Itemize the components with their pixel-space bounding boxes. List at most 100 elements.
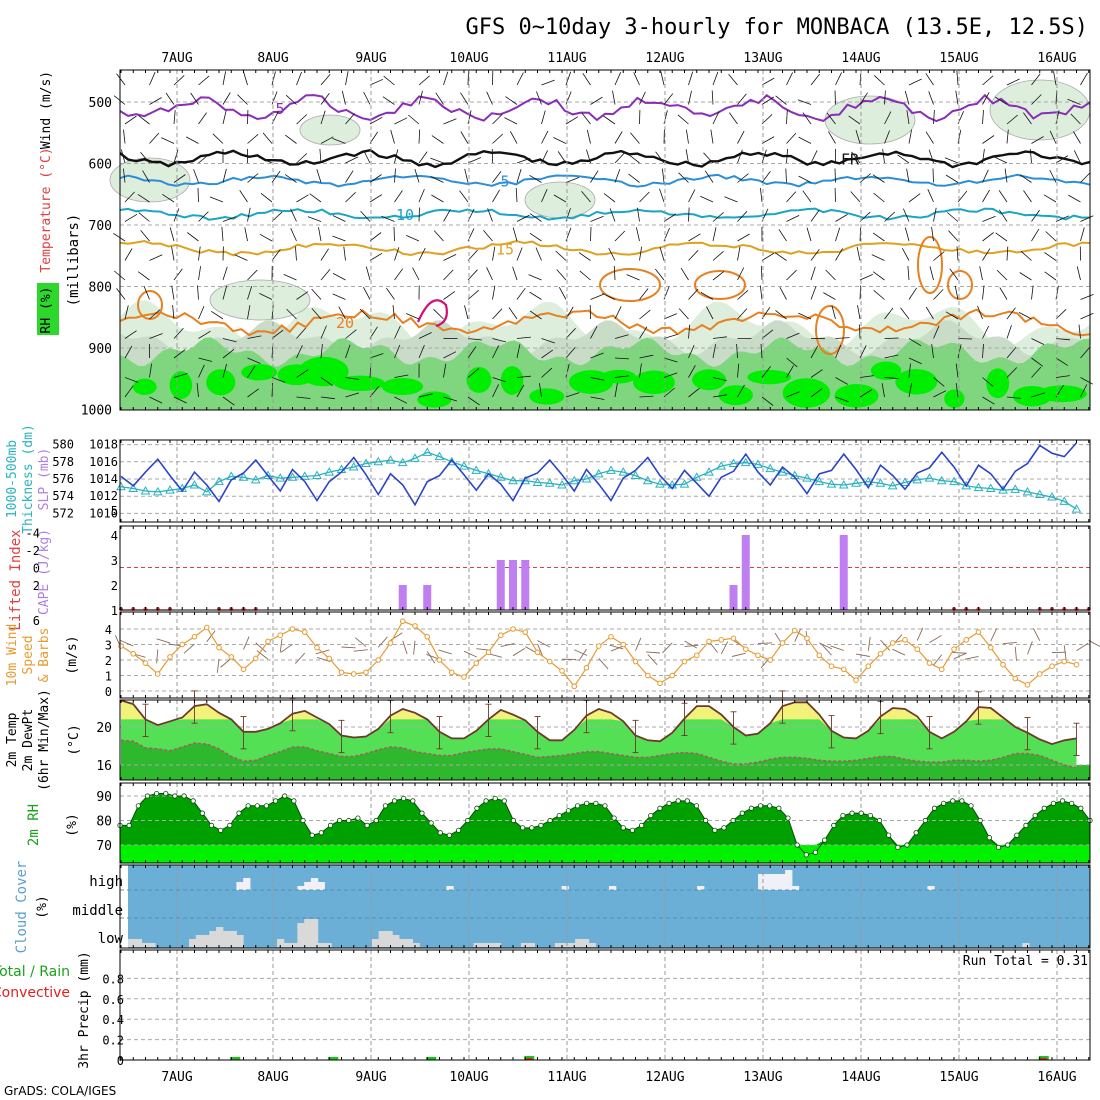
wind-barb [247, 173, 259, 183]
wind10m-barb [1076, 642, 1089, 652]
cape-bar [521, 560, 530, 610]
wind-barb [338, 306, 346, 320]
thickness-point [471, 465, 482, 474]
wind-speed-point [877, 651, 884, 657]
wind10m-barb [537, 643, 544, 657]
wind-barb [590, 170, 599, 183]
wind10m-barb [1032, 628, 1041, 641]
wind10m-barb [280, 643, 293, 653]
wind-speed-point [265, 638, 271, 645]
cloud-low-bar [304, 919, 312, 947]
wind-barb [504, 117, 518, 125]
wind10m-barb [916, 627, 924, 641]
wind-barb [761, 96, 775, 105]
wind-barb [761, 252, 775, 261]
wind-barb [149, 309, 161, 320]
cloud-high-bar [317, 882, 325, 890]
cloud-level-label: high [89, 874, 123, 890]
wind-barb [1068, 194, 1081, 203]
wind-barb [247, 365, 256, 378]
thickness-point [495, 472, 506, 481]
thickness-point [1047, 492, 1057, 501]
date-label-bottom: 12AUG [645, 1070, 684, 1085]
cloud-high-bar [785, 870, 793, 890]
wind-barb [908, 383, 912, 398]
wind10m-label: 10m Wind [5, 624, 20, 687]
wind-speed-tick-label: 2 [105, 654, 112, 668]
footer-credit: GrADS: COLA/IGES [4, 1084, 116, 1098]
wind10m-barb [413, 640, 416, 655]
thickness-point [985, 483, 996, 492]
wind-barb [124, 330, 137, 339]
rh2m-point [245, 803, 251, 809]
cloud-high-bar [771, 874, 779, 890]
rh2m-point [474, 805, 480, 811]
wind-barb [418, 332, 432, 339]
wind-barb [949, 268, 959, 281]
rh2m-point [730, 817, 736, 824]
rh2m-point [236, 810, 242, 816]
rh2m-point [593, 800, 599, 806]
rh2m-point [446, 832, 453, 838]
wind-barb [418, 207, 420, 222]
wind-barb [492, 133, 504, 144]
wind-barb [810, 73, 821, 86]
wind-barb [1031, 366, 1042, 378]
wind-barb [586, 149, 591, 164]
rh2m-point [1059, 798, 1066, 804]
wind-barb [1004, 168, 1008, 183]
wind-speed-point [436, 657, 443, 663]
wind-barb [467, 269, 478, 281]
rh2m-point [959, 798, 965, 804]
wind-barb [555, 250, 567, 261]
wind-barb [460, 131, 469, 144]
wind-barb [659, 246, 665, 261]
wind-speed-point [730, 635, 737, 642]
wind-barb [332, 235, 346, 242]
wind-barb [296, 153, 308, 164]
wind-barb [394, 149, 399, 164]
date-label-bottom: 7AUG [161, 1070, 192, 1085]
cloud-low-bar [575, 939, 583, 947]
thickness-point [361, 458, 371, 468]
rh2m-point [913, 830, 919, 836]
wind-barb [320, 269, 331, 281]
slp-tick-label: 1016 [89, 455, 118, 469]
wind-barb [908, 78, 922, 86]
wind-speed-point [693, 652, 700, 659]
wind-barb [614, 357, 630, 360]
wind10m-barb [794, 628, 802, 642]
wind-barb [982, 75, 994, 86]
cloud-high-bar [243, 878, 251, 890]
cloud-low-bar [202, 935, 210, 947]
wind-barb [737, 93, 747, 105]
thickness-point [532, 477, 543, 486]
wind-barb [688, 387, 700, 398]
isotherm-label: 10 [396, 206, 414, 224]
wind-barb [320, 74, 331, 86]
wind-speed-point [975, 629, 982, 635]
wind-barb [630, 132, 640, 144]
wind-barb [286, 308, 297, 320]
wind10m-barb [438, 649, 452, 655]
wind-barb [529, 310, 542, 320]
wind-speed-point [718, 637, 725, 643]
wind-barb [142, 170, 150, 183]
wind-barb [222, 285, 227, 300]
dewpt2m-label: 2m DewPt [21, 709, 36, 772]
wind-barb [211, 310, 224, 320]
wind-barb [369, 79, 383, 86]
thickness-point [875, 478, 886, 487]
wind-barb [608, 247, 616, 261]
rh2m-point [455, 827, 462, 833]
wind-barb [802, 190, 812, 203]
cloud-high-bar [304, 882, 312, 890]
cape-bar [729, 585, 738, 610]
wind-barb [467, 70, 469, 86]
wind-barb [712, 227, 717, 242]
wind-barb [603, 115, 616, 125]
thickness-point [924, 473, 935, 482]
wind-barb [810, 286, 817, 300]
wind-barb [859, 211, 871, 222]
cloud-high-bar [778, 874, 786, 890]
